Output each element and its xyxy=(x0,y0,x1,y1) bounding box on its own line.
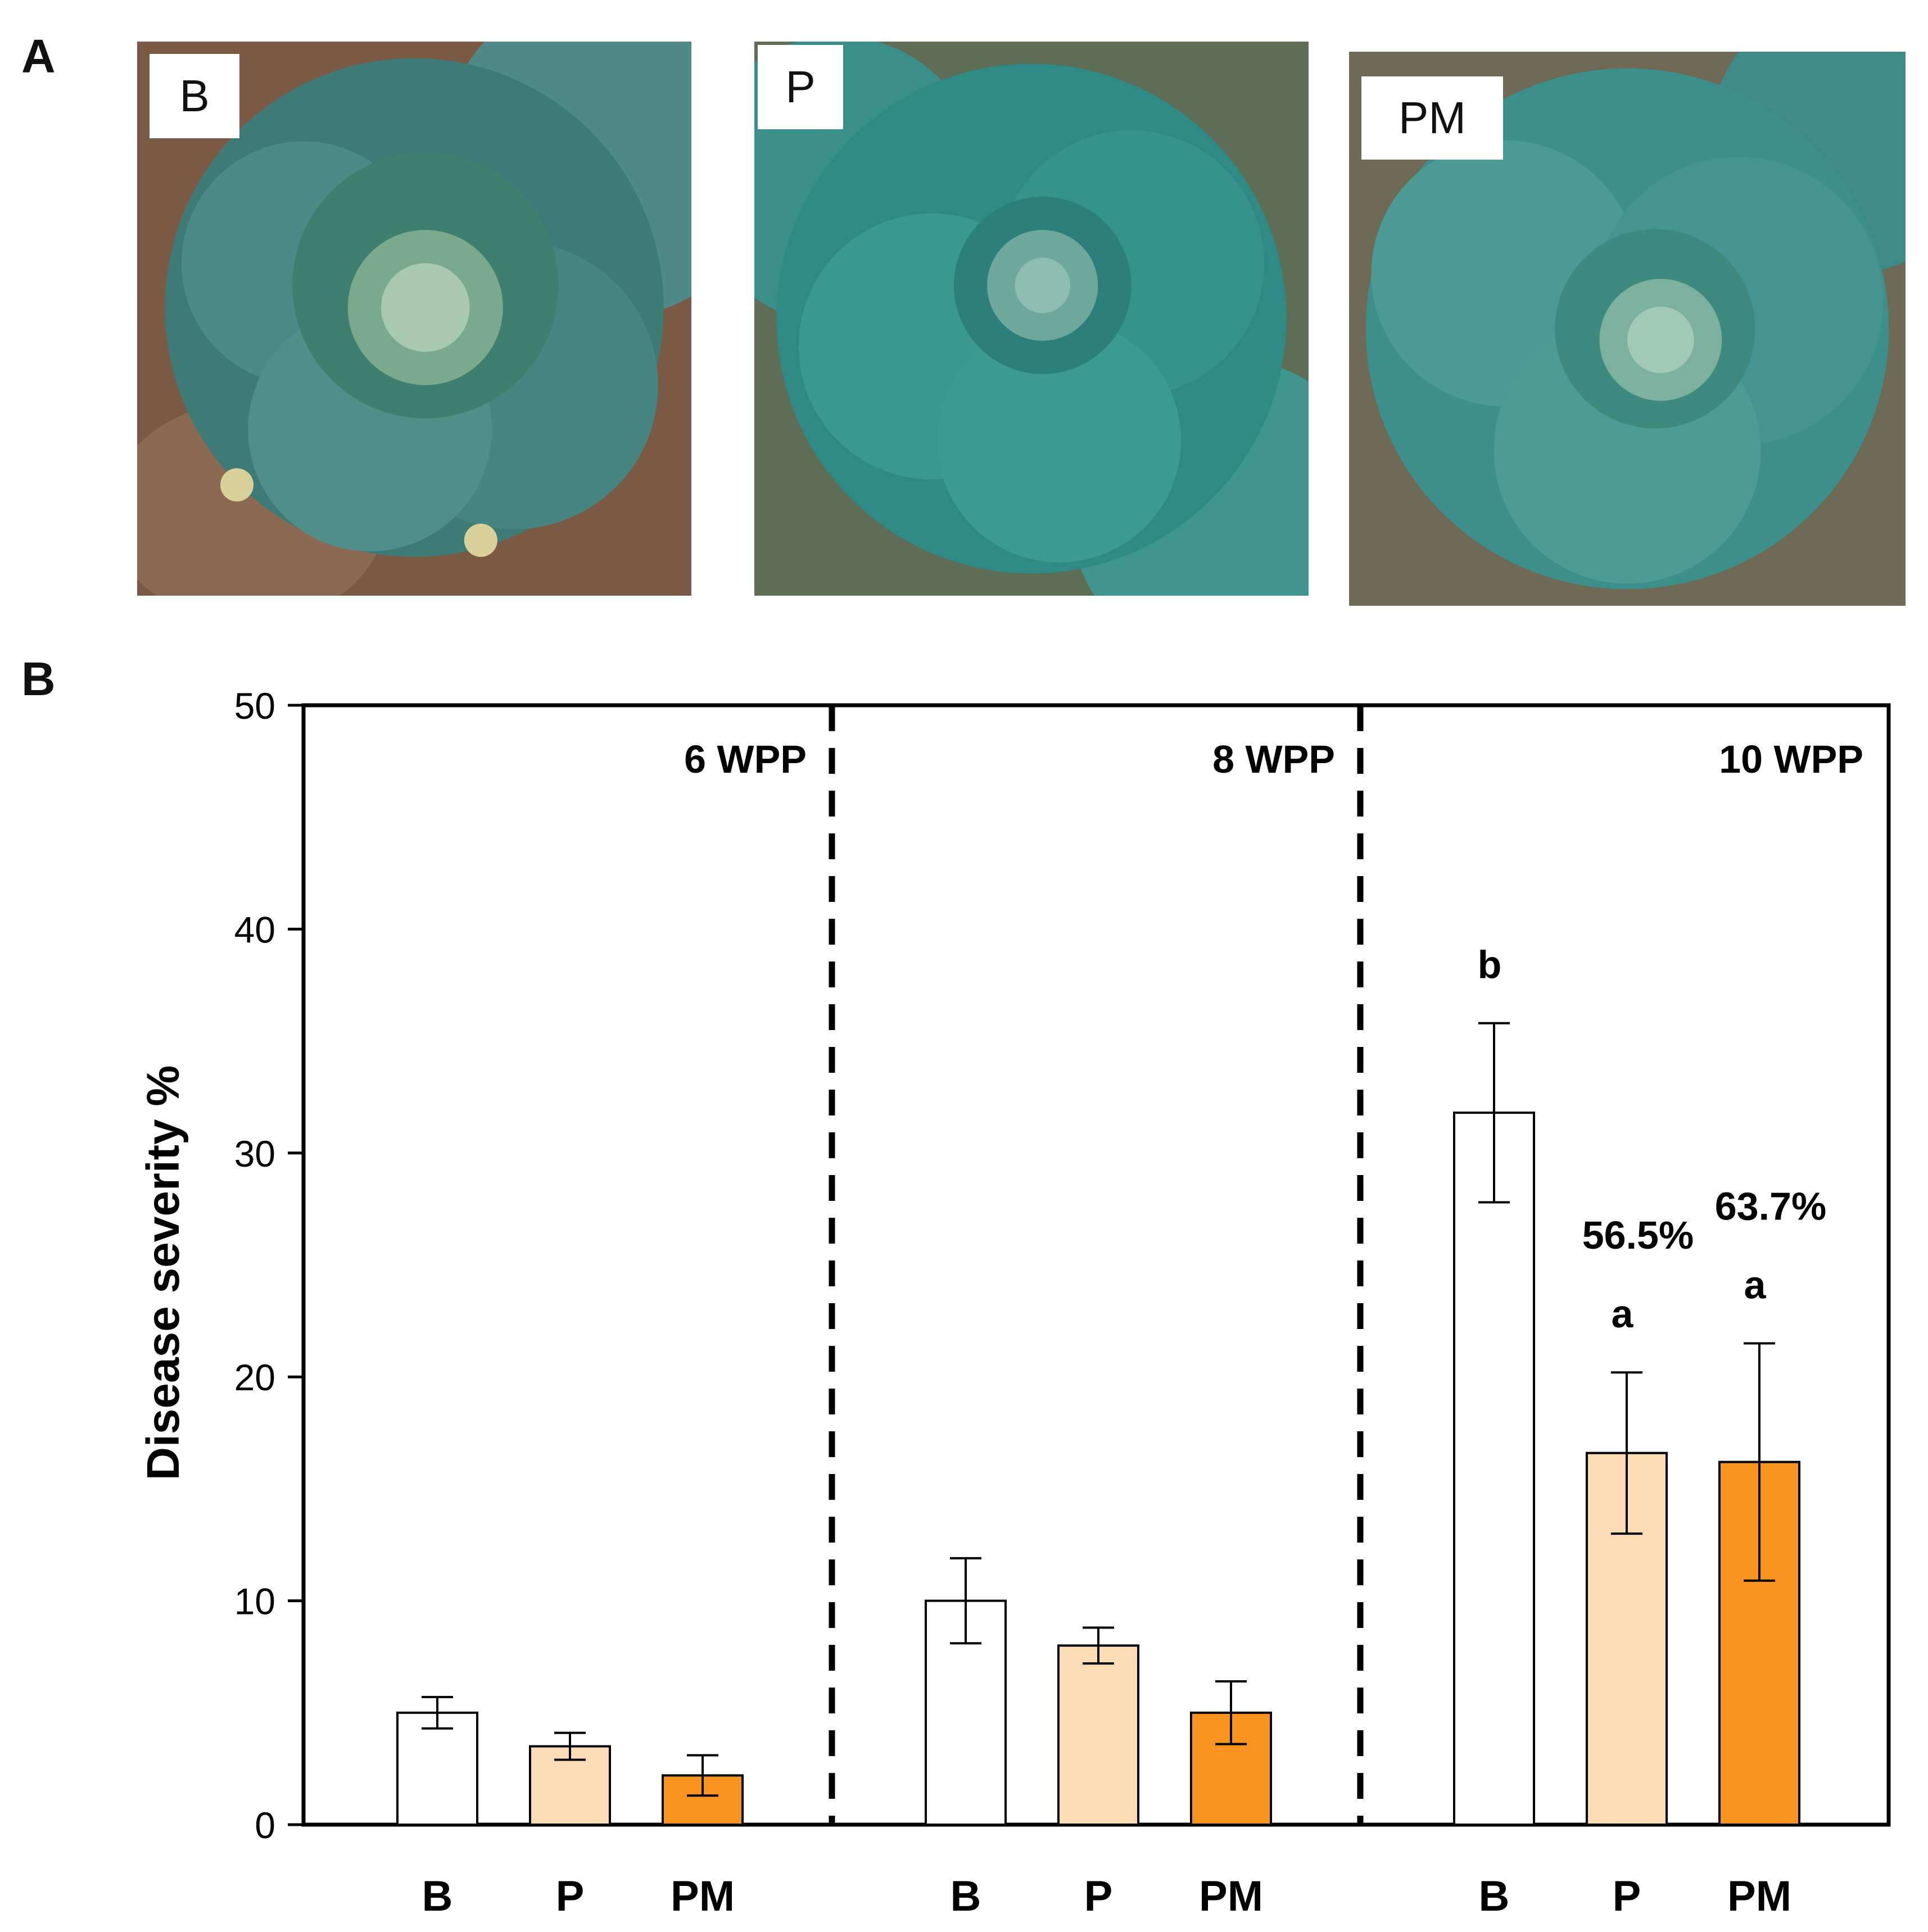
bar xyxy=(1453,1112,1535,1826)
x-tick-label: PM xyxy=(1727,1872,1791,1920)
cabbage-photo-b xyxy=(137,42,691,596)
group-label: 6 WPP xyxy=(684,737,807,781)
severity-bar-chart: Disease severity % 0 10 20 30 40 50 6 WPP B P PM 8… xyxy=(138,685,1891,1920)
cabbage-photo-pm xyxy=(1349,52,1906,606)
bar xyxy=(396,1711,478,1826)
x-tick-label: B xyxy=(422,1872,453,1920)
y-tick-label: 40 xyxy=(234,909,275,950)
photo-tag-pm: PM xyxy=(1361,76,1503,160)
y-tick-label: 30 xyxy=(234,1133,275,1174)
group-label: 8 WPP xyxy=(1212,737,1335,781)
cabbage-photo-p xyxy=(754,42,1309,596)
photo-pm: PM xyxy=(1349,52,1906,606)
group-label: 10 WPP xyxy=(1719,737,1863,781)
y-tick-label: 50 xyxy=(234,685,275,727)
y-tick-label: 20 xyxy=(234,1357,275,1398)
reduction-label: 63.7% xyxy=(1715,1184,1826,1228)
bar xyxy=(1586,1452,1668,1826)
bar xyxy=(1057,1644,1139,1826)
reduction-label: 56.5% xyxy=(1582,1213,1694,1257)
panel-b-label: B xyxy=(21,652,56,705)
x-tick-label: P xyxy=(556,1872,585,1920)
significance-letter: a xyxy=(1612,1292,1634,1336)
photo-b: B xyxy=(137,42,691,596)
photo-tag-b: B xyxy=(150,54,239,138)
x-tick-label: P xyxy=(1084,1872,1113,1920)
y-axis-label: Disease severity % xyxy=(138,1065,189,1481)
x-tick-label: B xyxy=(951,1872,981,1920)
significance-letter: b xyxy=(1478,943,1502,987)
x-tick-label: PM xyxy=(671,1872,735,1920)
significance-letter: a xyxy=(1744,1263,1767,1307)
photo-tag-p: P xyxy=(758,45,843,129)
x-tick-label: P xyxy=(1613,1872,1641,1920)
panel-a-label: A xyxy=(21,30,56,83)
y-tick-label: 0 xyxy=(255,1804,275,1846)
x-tick-label: PM xyxy=(1199,1872,1263,1920)
x-tick-label: B xyxy=(1479,1872,1510,1920)
photo-p: P xyxy=(754,42,1309,596)
y-tick-label: 10 xyxy=(234,1581,275,1622)
